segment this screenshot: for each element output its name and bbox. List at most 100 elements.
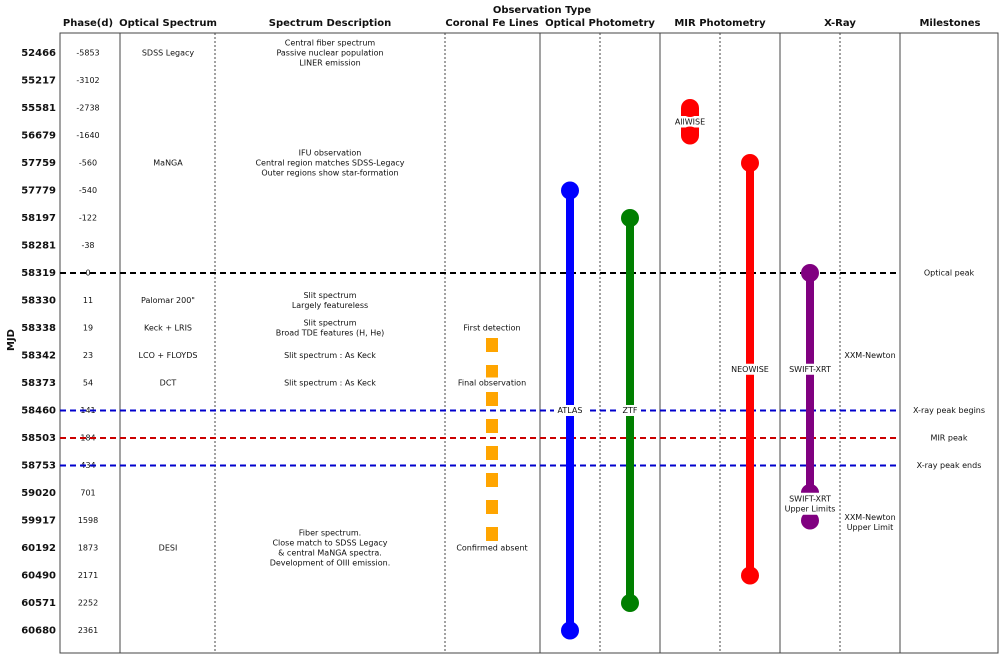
- coronal-note-bg: [453, 377, 531, 389]
- spectrum-description-cell: Development of OIII emission.: [270, 559, 391, 568]
- swift-xrt-upper-limits-end-cap: [801, 511, 819, 530]
- optical-spectrum-cell: DESI: [159, 544, 178, 553]
- phase-cell: 54: [83, 379, 93, 388]
- header-optical-spectrum: Optical Spectrum: [119, 18, 217, 29]
- optical-spectrum-cell: LCO + FLOYDS: [139, 351, 198, 360]
- mjd-tick-label: 58197: [21, 213, 56, 224]
- milestone-label: X-ray peak ends: [917, 461, 982, 470]
- mjd-tick-label: 58338: [21, 323, 56, 334]
- header-optical-photometry: Optical Photometry: [545, 18, 655, 29]
- optical-spectrum-cell: SDSS Legacy: [142, 49, 195, 58]
- spectrum-description-cell: & central MaNGA spectra.: [278, 549, 382, 558]
- allwise-end-body: [681, 127, 699, 136]
- ztf-end-cap: [621, 594, 639, 612]
- mjd-tick-label: 60680: [21, 626, 56, 637]
- phase-cell: 2361: [78, 626, 98, 635]
- phase-cell: 2252: [78, 599, 98, 608]
- phase-cell: 701: [80, 489, 95, 498]
- xmm-newton-label: XXM-Newton: [844, 351, 895, 360]
- atlas-end-cap: [561, 621, 579, 640]
- phase-cell: -540: [79, 186, 97, 195]
- mjd-tick-label: 58373: [21, 378, 56, 389]
- mjd-tick-label: 55217: [21, 76, 56, 87]
- swift-xrt-upper-limits-label: SWIFT-XRT: [789, 494, 831, 503]
- ztf-label-bg: [619, 405, 641, 416]
- spectrum-description-cell: Outer regions show star-formation: [261, 169, 398, 178]
- mjd-tick-label: 60571: [21, 598, 56, 609]
- ztf-start-cap: [621, 209, 639, 227]
- mjd-tick-label: 58503: [21, 433, 56, 444]
- mjd-tick-label: 60490: [21, 571, 56, 582]
- spectrum-description-cell: Central fiber spectrum: [285, 39, 376, 48]
- spectrum-description-cell: LINER emission: [299, 59, 360, 68]
- phase-cell: 184: [80, 434, 95, 443]
- neowise-label-bg: [728, 363, 772, 375]
- coronal-note-bg: [453, 322, 531, 334]
- phase-cell: -560: [79, 159, 97, 168]
- optical-spectrum-cell: Keck + LRIS: [144, 324, 192, 333]
- xmm-newton-upper-limit-label: XXM-Newton: [844, 513, 895, 522]
- atlas-label: ATLAS: [558, 406, 583, 415]
- mjd-tick-label: 57759: [21, 158, 56, 169]
- header-milestones: Milestones: [919, 18, 980, 29]
- phase-cell: -1640: [76, 131, 99, 140]
- spectrum-description-cell: Largely featureless: [292, 301, 368, 310]
- optical-spectrum-cell: DCT: [160, 379, 177, 388]
- header-phase: Phase(d): [63, 18, 113, 29]
- phase-cell: -3102: [76, 76, 99, 85]
- phase-cell: -2738: [76, 104, 99, 113]
- phase-cell: 0: [85, 269, 90, 278]
- optical-spectrum-cell: MaNGA: [153, 159, 183, 168]
- spectrum-description-cell: Passive nuclear population: [276, 49, 383, 58]
- mjd-tick-label: 60192: [21, 543, 56, 554]
- phase-cell: -38: [81, 241, 94, 250]
- reference-lines-layer: [60, 272, 900, 467]
- spectrum-description-cell: Slit spectrum : As Keck: [284, 351, 376, 360]
- spectrum-description-cell: Broad TDE features (H, He): [276, 329, 385, 338]
- spectrum-description-cell: Slit spectrum : As Keck: [284, 379, 376, 388]
- header-spectrum-description: Spectrum Description: [269, 18, 391, 29]
- mjd-tick-label: 55581: [21, 103, 56, 114]
- phase-cell: 141: [80, 406, 95, 415]
- milestone-label: X-ray peak begins: [913, 406, 985, 415]
- series-labels-layer: AllWISE ATLAS ZTF NEOWISE SWIFT-XRT SWIFT-XRT…: [453, 117, 896, 554]
- header-x-ray: X-Ray: [824, 18, 856, 29]
- observation-type-title: Observation Type: [493, 5, 592, 16]
- spectrum-description-cell: Fiber spectrum.: [299, 529, 361, 538]
- xmm-newton-upper-limit-label: Upper Limit: [847, 523, 894, 532]
- y-axis-label: MJD: [6, 329, 17, 351]
- phase-cell: 23: [83, 351, 93, 360]
- mjd-tick-label: 58281: [21, 241, 56, 252]
- milestone-label: Optical peak: [924, 269, 975, 278]
- coronal-note: First detection: [463, 324, 520, 333]
- coronal-note: Confirmed absent: [456, 544, 527, 553]
- spectrum-description-cell: IFU observation: [299, 149, 362, 158]
- coronal-note: Final observation: [458, 379, 526, 388]
- mjd-tick-label: 58753: [21, 461, 56, 472]
- rows-layer: 52466 -5853 SDSS Legacy Central fiber spect…: [21, 39, 985, 637]
- coronal-note-bg: [453, 542, 531, 554]
- swift-xrt-label: SWIFT-XRT: [789, 365, 831, 374]
- phase-cell: 19: [83, 324, 93, 333]
- header-mir-photometry: MIR Photometry: [674, 18, 766, 29]
- spectrum-description-cell: Slit spectrum: [303, 291, 356, 300]
- phase-cell: 2171: [78, 571, 98, 580]
- table-frame: [59, 32, 999, 654]
- spectrum-description-cell: Slit spectrum: [303, 319, 356, 328]
- neowise-start-cap: [741, 154, 759, 172]
- mjd-tick-label: 58330: [21, 296, 56, 307]
- phase-cell: 1598: [78, 516, 98, 525]
- allwise-start-body: [681, 108, 699, 116]
- mjd-tick-label: 58342: [21, 351, 56, 362]
- phase-cell: 11: [83, 296, 93, 305]
- ztf-label: ZTF: [623, 406, 638, 415]
- spectrum-description-cell: Central region matches SDSS-Legacy: [255, 159, 404, 168]
- header-coronal-fe-lines: Coronal Fe Lines: [445, 18, 538, 29]
- milestone-label: MIR peak: [931, 434, 968, 443]
- neowise-end-cap: [741, 566, 759, 585]
- spectrum-description-cell: Close match to SDSS Legacy: [272, 539, 387, 548]
- optical-spectrum-cell: Palomar 200": [141, 296, 195, 305]
- swift-ul-label-bg: [781, 492, 839, 515]
- phase-cell: -122: [79, 214, 97, 223]
